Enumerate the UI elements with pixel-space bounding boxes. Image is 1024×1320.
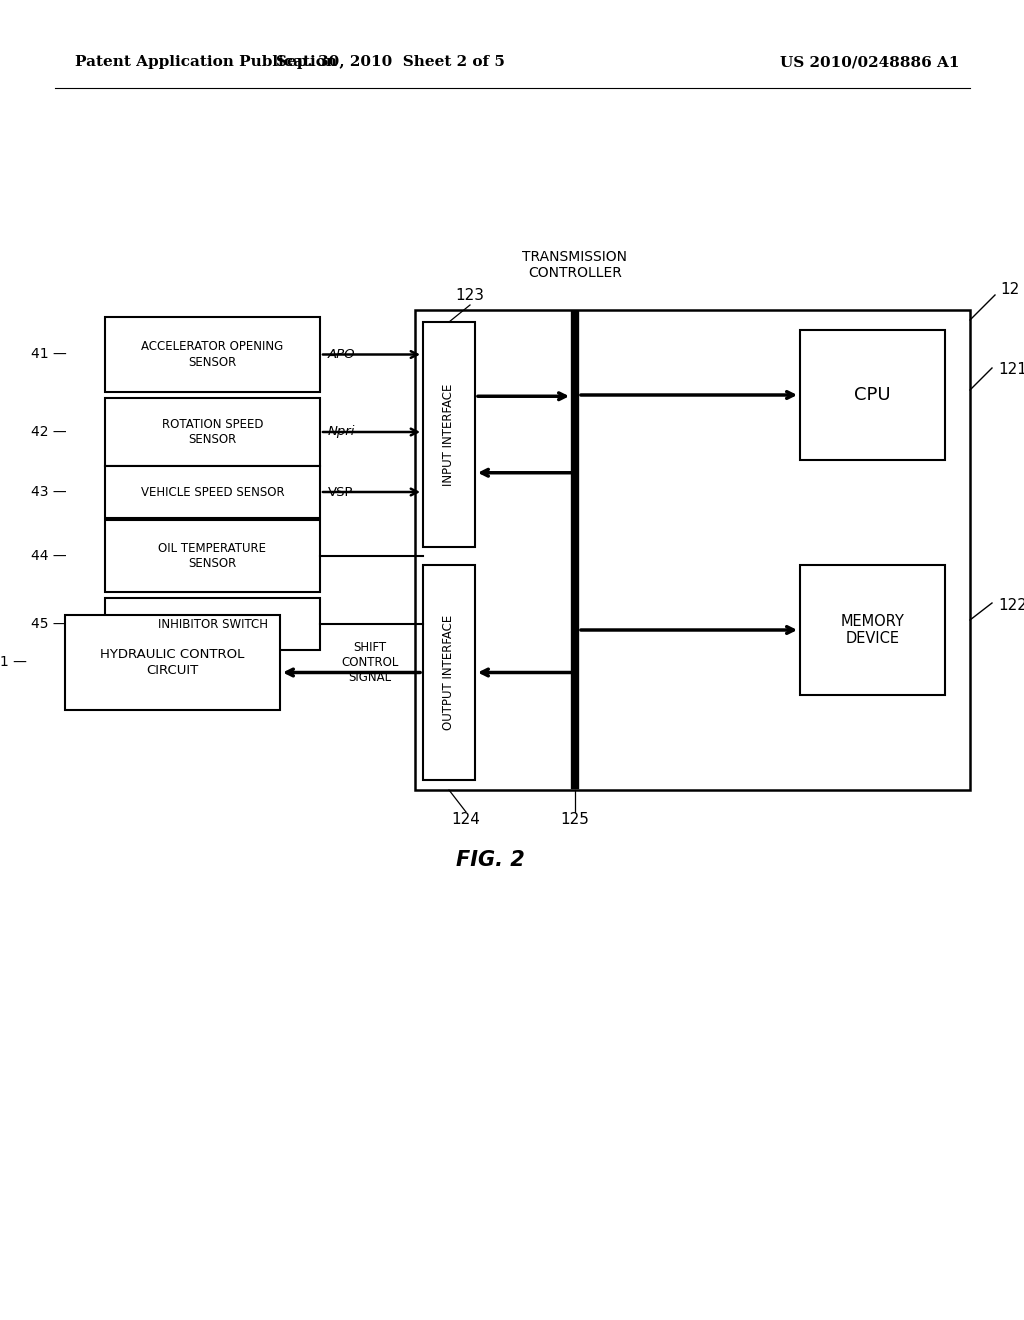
Text: US 2010/0248886 A1: US 2010/0248886 A1: [780, 55, 959, 69]
Text: 122: 122: [998, 598, 1024, 612]
Bar: [105, 317, 319, 392]
Text: INPUT INTERFACE: INPUT INTERFACE: [442, 383, 456, 486]
Text: 44 —: 44 —: [32, 549, 67, 564]
Text: Npri: Npri: [328, 425, 355, 438]
Bar: [800, 565, 945, 696]
Text: 125: 125: [560, 813, 590, 828]
Text: OUTPUT INTERFACE: OUTPUT INTERFACE: [442, 615, 456, 730]
Text: 121: 121: [998, 363, 1024, 378]
Text: Patent Application Publication: Patent Application Publication: [75, 55, 337, 69]
Text: VEHICLE SPEED SENSOR: VEHICLE SPEED SENSOR: [140, 486, 285, 499]
Text: APO: APO: [328, 348, 355, 360]
Bar: [105, 520, 319, 591]
Text: SHIFT
CONTROL
SIGNAL: SHIFT CONTROL SIGNAL: [341, 642, 398, 684]
Text: MEMORY
DEVICE: MEMORY DEVICE: [841, 614, 904, 647]
Text: OIL TEMPERATURE
SENSOR: OIL TEMPERATURE SENSOR: [159, 543, 266, 570]
Bar: [105, 466, 319, 517]
Text: TRANSMISSION
CONTROLLER: TRANSMISSION CONTROLLER: [522, 249, 628, 280]
Text: 124: 124: [452, 813, 480, 828]
Text: CPU: CPU: [854, 385, 891, 404]
Text: 12: 12: [1000, 282, 1019, 297]
Text: 41 —: 41 —: [32, 347, 67, 362]
Bar: [105, 598, 319, 649]
Bar: [423, 322, 475, 546]
Text: FIG. 2: FIG. 2: [456, 850, 524, 870]
Text: 42 —: 42 —: [32, 425, 67, 440]
Text: VSP: VSP: [328, 486, 353, 499]
Bar: [65, 615, 280, 710]
Text: Sep. 30, 2010  Sheet 2 of 5: Sep. 30, 2010 Sheet 2 of 5: [275, 55, 505, 69]
Text: 123: 123: [456, 288, 484, 302]
Bar: [800, 330, 945, 459]
Text: 11 —: 11 —: [0, 656, 27, 669]
Text: ACCELERATOR OPENING
SENSOR: ACCELERATOR OPENING SENSOR: [141, 341, 284, 368]
Bar: [423, 565, 475, 780]
Text: 43 —: 43 —: [32, 484, 67, 499]
Text: ROTATION SPEED
SENSOR: ROTATION SPEED SENSOR: [162, 418, 263, 446]
Text: HYDRAULIC CONTROL
CIRCUIT: HYDRAULIC CONTROL CIRCUIT: [100, 648, 245, 676]
Bar: [105, 399, 319, 466]
Text: 45 —: 45 —: [32, 616, 67, 631]
Bar: [415, 310, 970, 789]
Text: INHIBITOR SWITCH: INHIBITOR SWITCH: [158, 618, 267, 631]
